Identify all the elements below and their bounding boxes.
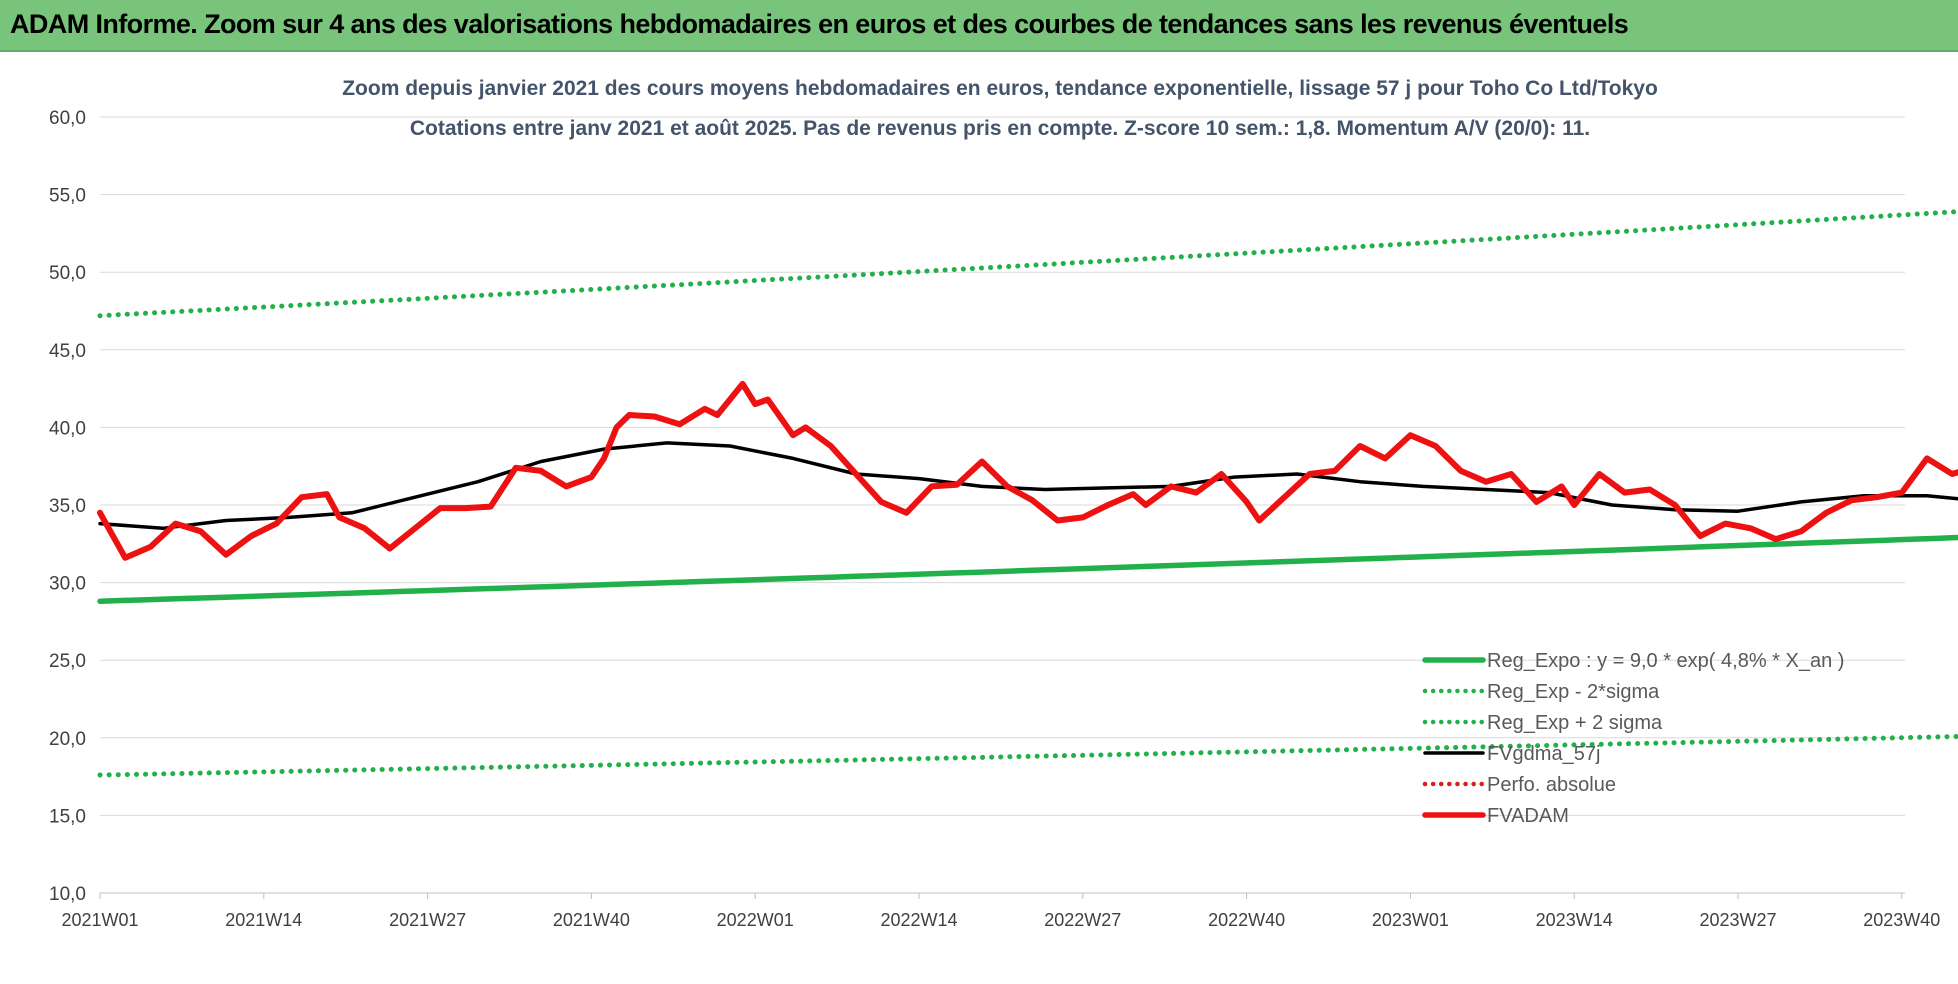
x-tick-label: 2021W40	[553, 910, 630, 930]
x-tick-label: 2021W14	[225, 910, 302, 930]
chart-title: Zoom depuis janvier 2021 des cours moyen…	[342, 77, 1658, 100]
report-title: ADAM Informe. Zoom sur 4 ans des valoris…	[10, 9, 1629, 39]
series-line-0	[97, 534, 1958, 604]
legend: Reg_Expo : y = 9,0 * exp( 4,8% * X_an ) R…	[1422, 650, 1844, 827]
series-line-2	[97, 209, 1958, 319]
x-tick-label: 2022W27	[1044, 910, 1121, 930]
y-tick-label: 35,0	[49, 496, 86, 517]
legend-label: FVgdma_57j	[1487, 743, 1600, 765]
x-tick-label: 2023W01	[1372, 910, 1449, 930]
x-tick-label: 2021W27	[389, 910, 466, 930]
y-tick-label: 30,0	[49, 574, 86, 595]
chart-background	[0, 52, 1958, 984]
y-tick-label: 10,0	[49, 884, 86, 905]
chart-subtitle: Cotations entre janv 2021 et août 2025. …	[410, 117, 1590, 140]
legend-label: Reg_Exp - 2*sigma	[1487, 681, 1660, 703]
y-tick-label: 55,0	[49, 186, 86, 207]
y-tick-label: 50,0	[49, 263, 86, 284]
y-tick-label: 15,0	[49, 806, 86, 827]
x-tick-label: 2021W01	[61, 910, 138, 930]
y-tick-label: 20,0	[49, 729, 86, 750]
x-axis: 2021W01 2021W14 2021W27 2021W40 2022W01 2022W…	[61, 892, 1940, 930]
y-tick-label: 60,0	[49, 108, 86, 129]
header-banner: ADAM Informe. Zoom sur 4 ans des valoris…	[0, 0, 1958, 52]
y-tick-label: 45,0	[49, 341, 86, 362]
x-tick-label: 2023W40	[1863, 910, 1940, 930]
series-line-3	[98, 441, 1958, 531]
x-tick-label: 2022W14	[880, 910, 957, 930]
chart: 10,0 15,0 20,0 25,0 30,0 35,0 40,0 45,0 50,0 55,0…	[0, 52, 1958, 984]
x-tick-label: 2022W01	[717, 910, 794, 930]
legend-label: Reg_Expo : y = 9,0 * exp( 4,8% * X_an )	[1487, 650, 1844, 672]
series-line-1	[97, 733, 1958, 778]
y-tick-label: 25,0	[49, 651, 86, 672]
legend-label: Reg_Exp + 2 sigma	[1487, 712, 1663, 734]
x-tick-label: 2022W40	[1208, 910, 1285, 930]
series-group	[97, 209, 1958, 778]
x-tick-label: 2023W27	[1699, 910, 1776, 930]
grid	[100, 116, 1905, 894]
x-tick-label: 2023W14	[1536, 910, 1613, 930]
series-line-4	[97, 380, 1958, 561]
y-axis: 10,0 15,0 20,0 25,0 30,0 35,0 40,0 45,0 50,0 55,0…	[49, 108, 86, 905]
y-tick-label: 40,0	[49, 418, 86, 439]
legend-label: FVADAM	[1487, 805, 1569, 827]
legend-label: Perfo. absolue	[1487, 774, 1616, 796]
